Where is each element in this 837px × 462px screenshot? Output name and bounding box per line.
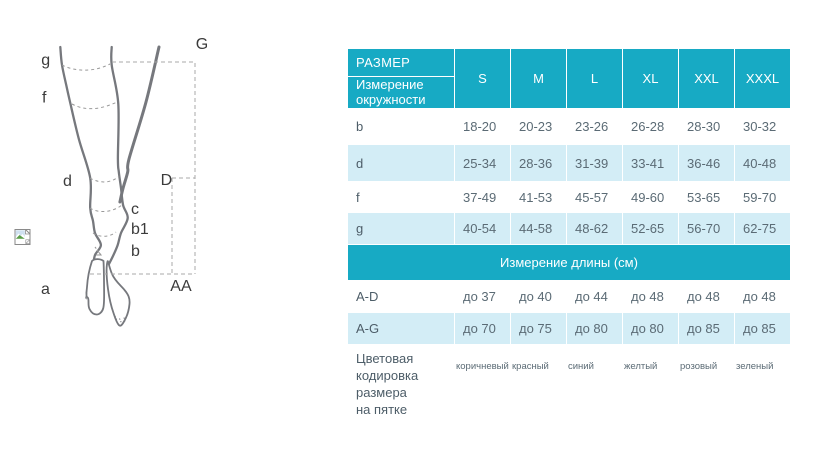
svg-text:a: a (41, 281, 50, 298)
svg-text:c: c (131, 201, 139, 218)
svg-text:AA: AA (170, 278, 192, 295)
svg-text:d: d (63, 173, 72, 190)
svg-text:b: b (131, 243, 140, 260)
svg-text:D: D (161, 172, 173, 189)
svg-text:g: g (41, 52, 50, 69)
svg-text:b1: b1 (131, 221, 149, 238)
svg-text:G: G (196, 36, 208, 53)
svg-text:f: f (42, 90, 47, 107)
